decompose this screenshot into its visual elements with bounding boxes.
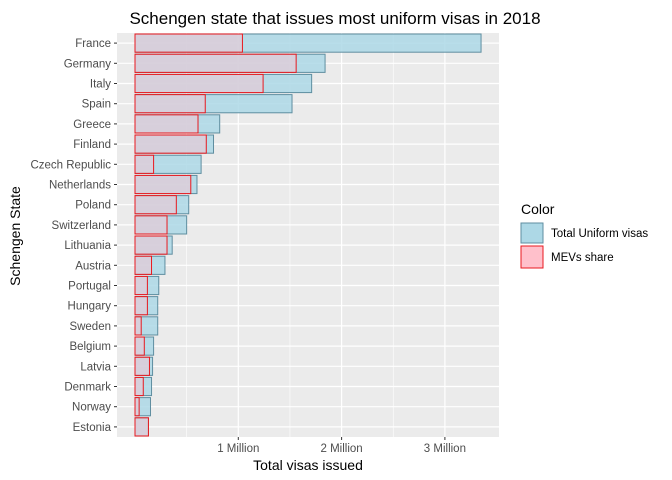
bar-mevs-share-sweden — [134, 316, 142, 336]
y-tick-label: Switzerland — [52, 220, 111, 232]
y-tick-label: Italy — [90, 79, 111, 91]
y-tick-label: Netherlands — [49, 180, 111, 192]
y-tick-label: Poland — [75, 200, 111, 212]
x-tick-label: 1 Million — [217, 443, 259, 455]
y-axis-title: Schengen State — [7, 186, 23, 286]
legend-label-mevs-share: MEVs share — [551, 252, 614, 264]
y-tick-label: Belgium — [69, 341, 111, 353]
bar-mevs-share-italy — [134, 73, 264, 94]
chart-title: Schengen state that issues most uniform … — [129, 9, 540, 28]
bar-mevs-share-austria — [134, 255, 153, 275]
legend: Color Total Uniform visas MEVs share — [520, 201, 648, 269]
legend-key-mevs-share — [520, 245, 544, 269]
bar-mevs-share-greece — [134, 114, 199, 134]
bar-mevs-share-norway — [134, 397, 140, 417]
bar-mevs-share-estonia — [134, 417, 149, 437]
y-tick-label: Latvia — [80, 361, 111, 373]
bar-mevs-share-france — [134, 33, 243, 53]
bar-mevs-share-denmark — [134, 376, 144, 397]
bar-mevs-share-hungary — [134, 296, 148, 316]
bar-mevs-share-poland — [134, 195, 177, 215]
x-axis: 1 Million 2 Million 3 Million — [217, 437, 466, 455]
y-tick-label: Norway — [72, 402, 111, 414]
y-tick-label: Denmark — [64, 382, 111, 394]
y-tick-label: Germany — [64, 58, 112, 70]
y-tick-label: Portugal — [68, 281, 111, 293]
y-tick-label: Greece — [73, 119, 111, 131]
bar-mevs-share-lithuania — [134, 235, 168, 255]
y-tick-label: Sweden — [69, 321, 111, 333]
y-tick-label: Czech Republic — [30, 159, 111, 171]
bars — [134, 33, 482, 437]
plot-panel — [117, 33, 499, 437]
y-axis: France Germany Italy Spain Greece Finland Czec… — [30, 38, 117, 434]
y-tick-label: Estonia — [73, 422, 112, 434]
bar-mevs-share-czech-republic — [134, 154, 155, 174]
bar-mevs-share-belgium — [134, 336, 145, 356]
legend-key-total-uniform-visas — [520, 222, 544, 244]
legend-title: Color — [521, 201, 555, 217]
y-tick-label: Finland — [73, 139, 111, 151]
bar-mevs-share-latvia — [134, 356, 150, 376]
bar-mevs-share-finland — [134, 134, 207, 154]
y-tick-label: Lithuania — [64, 240, 111, 252]
bar-mevs-share-switzerland — [134, 215, 168, 235]
legend-label-total-uniform-visas: Total Uniform visas — [551, 228, 648, 240]
y-tick-label: Hungary — [68, 301, 112, 313]
y-tick-label: Spain — [82, 99, 111, 111]
x-tick-label: 2 Million — [321, 443, 363, 455]
x-tick-label: 3 Million — [424, 443, 466, 455]
bar-mevs-share-netherlands — [134, 174, 192, 195]
bar-mevs-share-germany — [134, 53, 297, 73]
y-tick-label: Austria — [75, 260, 111, 272]
bar-mevs-share-spain — [134, 94, 206, 114]
x-axis-title: Total visas issued — [253, 457, 363, 473]
y-tick-label: France — [75, 38, 111, 50]
bar-mevs-share-portugal — [134, 275, 148, 296]
